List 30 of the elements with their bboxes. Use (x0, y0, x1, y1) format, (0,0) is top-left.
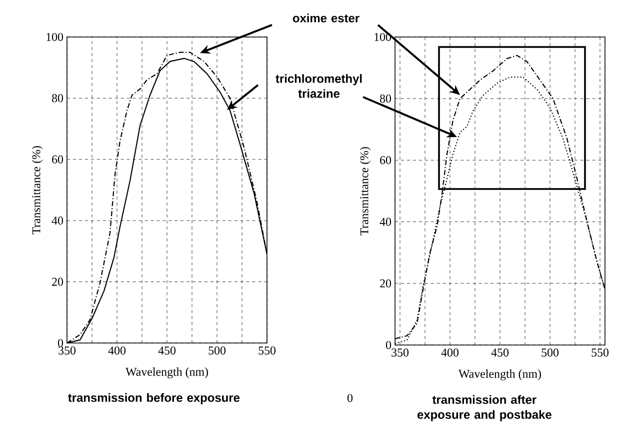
y-tick-label: 0 (386, 340, 392, 350)
x-tick-label: 500 (542, 348, 559, 357)
x-tick-label: 550 (258, 346, 276, 355)
text: 0 (347, 394, 353, 402)
y-tick-label: 0 (58, 338, 64, 348)
y-axis-title: Transmittance (%) (360, 147, 371, 236)
y-tick-label: 80 (52, 94, 64, 102)
x-tick-label: 500 (208, 346, 226, 355)
x-tick-label: 550 (592, 348, 609, 357)
y-tick-label: 80 (380, 94, 392, 103)
x-tick-label: 400 (108, 346, 126, 355)
y-tick-label: 60 (380, 156, 392, 164)
y-tick-label: 20 (380, 279, 392, 288)
y-tick-label: 60 (52, 155, 64, 164)
text: transmission after exposure and postbake (417, 395, 552, 422)
x-tick-label: 450 (158, 346, 176, 355)
y-tick-label: 100 (46, 32, 64, 42)
y-tick-label: 40 (52, 216, 64, 225)
y-tick-label: 40 (380, 218, 392, 226)
y-axis-title: Transmittance (%) (32, 146, 43, 234)
text: oxime ester (292, 14, 360, 22)
x-axis-title: Wavelength (nm) (458, 369, 541, 380)
x-tick-label: 350 (392, 348, 409, 357)
x-axis-title: Wavelength (nm) (126, 367, 208, 378)
x-tick-label: 400 (441, 348, 459, 357)
y-tick-label: 20 (52, 278, 64, 286)
text: transmission before exposure (68, 393, 240, 404)
text: trichloromethyl triazine (276, 74, 362, 98)
x-tick-label: 350 (58, 346, 76, 355)
x-tick-label: 450 (491, 348, 509, 357)
